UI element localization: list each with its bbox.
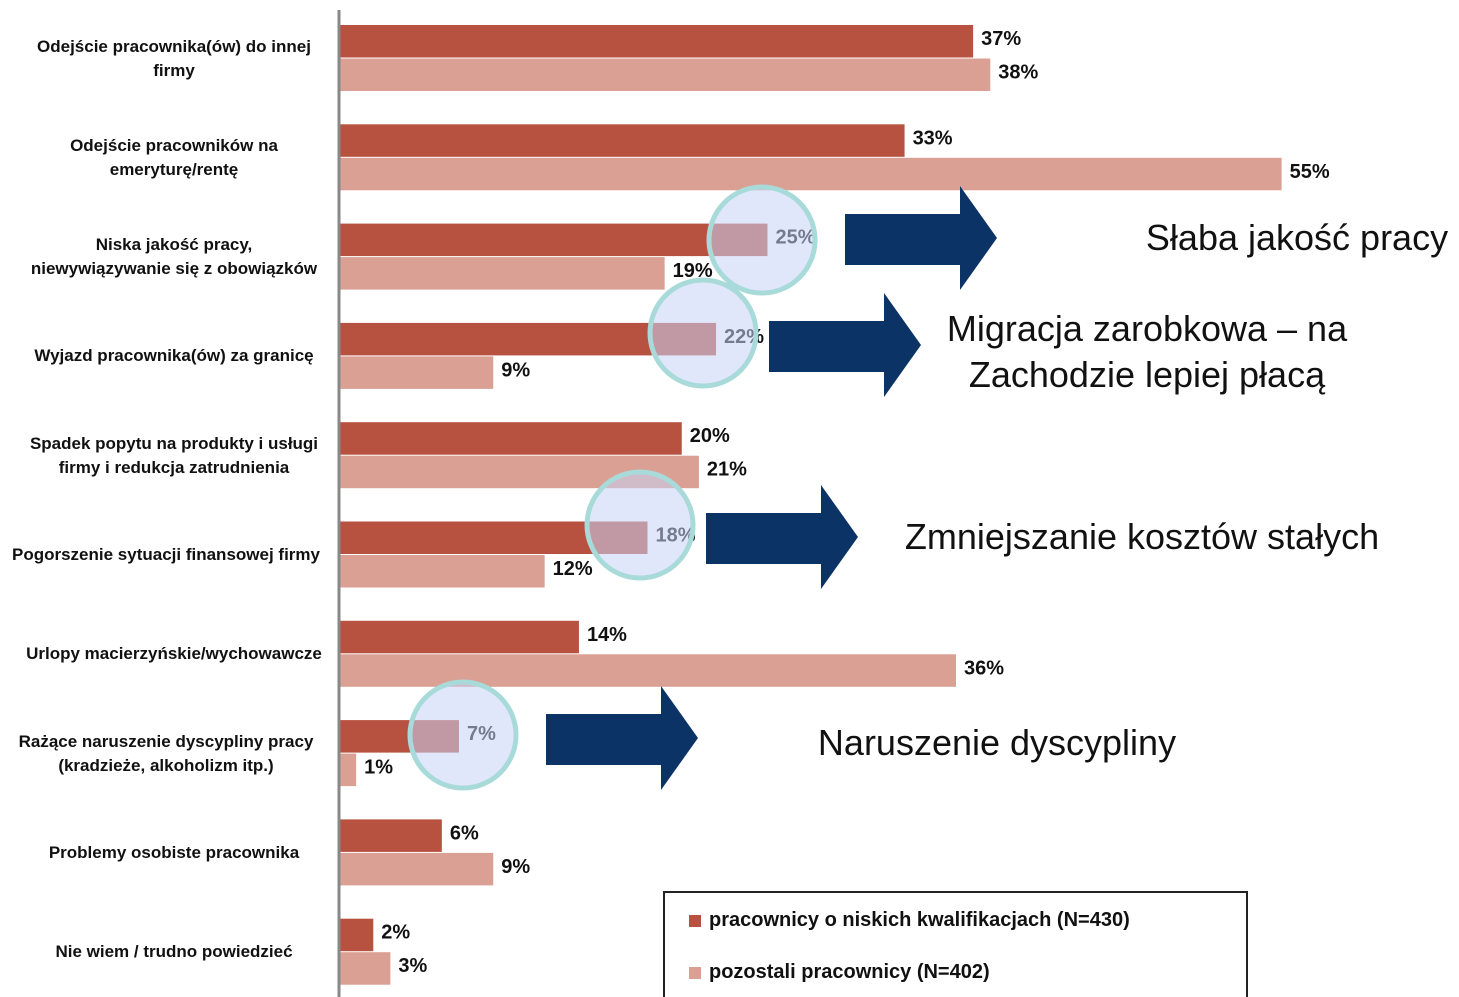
bar <box>339 124 905 157</box>
bar <box>339 257 665 290</box>
bar <box>339 58 991 91</box>
value-label: 33% <box>913 127 953 149</box>
legend-label: pracownicy o niskich kwalifikacjach (N=4… <box>709 909 1130 931</box>
annotation: Naruszenie dyscypliny <box>817 722 1177 763</box>
category-label: Urlopy macierzyńskie/wychowawcze <box>26 644 322 664</box>
bar <box>339 422 682 455</box>
category-label: Nie wiem / trudno powiedzieć <box>55 942 293 962</box>
legend-entry: pracownicy o niskich kwalifikacjach (N=4… <box>689 909 1130 932</box>
bar <box>339 555 545 588</box>
annotation: Migracja zarobkowa – na Zachodzie lepiej… <box>946 308 1348 395</box>
arrow <box>769 293 921 397</box>
value-label: 9% <box>501 856 530 878</box>
legend-swatch <box>689 967 701 979</box>
value-label: 1% <box>364 757 393 779</box>
value-label: 36% <box>964 657 1004 679</box>
value-label: 14% <box>587 624 627 646</box>
bar <box>339 223 768 257</box>
category-label: Rażące naruszenie dyscypliny pracy (krad… <box>18 731 314 775</box>
bar <box>339 157 1282 191</box>
bar <box>339 25 974 58</box>
bar <box>339 819 442 852</box>
legend-swatch <box>689 915 701 927</box>
value-label: 20% <box>690 425 730 447</box>
bar <box>339 852 494 886</box>
category-label: Odejście pracowników na emeryturę/rentę <box>70 135 278 179</box>
category-label: Spadek popytu na produkty i usługi firmy… <box>29 433 319 477</box>
category-label: Wyjazd pracownika(ów) za granicę <box>34 346 314 366</box>
value-label: 2% <box>381 922 410 944</box>
category-label: Niska jakość pracy, niewywiązywanie się … <box>30 235 318 279</box>
highlight-circle <box>706 184 818 296</box>
category-label: Problemy osobiste pracownika <box>48 842 300 862</box>
legend-entry: pozostali pracownicy (N=402) <box>689 961 990 984</box>
category-label: Odejście pracownika(ów) do innej firmy <box>37 36 311 80</box>
bar <box>339 356 494 389</box>
bar <box>339 918 374 952</box>
annotation: Słaba jakość pracy <box>1145 217 1449 258</box>
value-label: 3% <box>398 955 427 977</box>
highlight-circle <box>407 679 519 791</box>
bar <box>339 753 357 787</box>
arrow <box>706 485 858 589</box>
value-label: 37% <box>981 28 1021 50</box>
highlight-circle <box>584 469 696 581</box>
bar <box>339 952 391 985</box>
legend-label: pozostali pracownicy (N=402) <box>709 961 990 983</box>
value-label: 19% <box>673 260 713 282</box>
arrow <box>546 686 698 790</box>
value-label: 6% <box>450 822 479 844</box>
annotation: Zmniejszanie kosztów stałych <box>904 516 1380 557</box>
value-label: 12% <box>553 558 593 580</box>
highlight-circle <box>647 277 759 389</box>
legend: pracownicy o niskich kwalifikacjach (N=4… <box>663 891 1248 997</box>
value-label: 21% <box>707 459 747 481</box>
bar <box>339 620 579 654</box>
arrow <box>845 186 997 290</box>
bar <box>339 654 956 687</box>
value-label: 38% <box>998 62 1038 84</box>
value-label: 9% <box>501 359 530 381</box>
category-label: Pogorszenie sytuacji finansowej firmy <box>12 545 320 564</box>
value-label: 55% <box>1290 161 1330 183</box>
